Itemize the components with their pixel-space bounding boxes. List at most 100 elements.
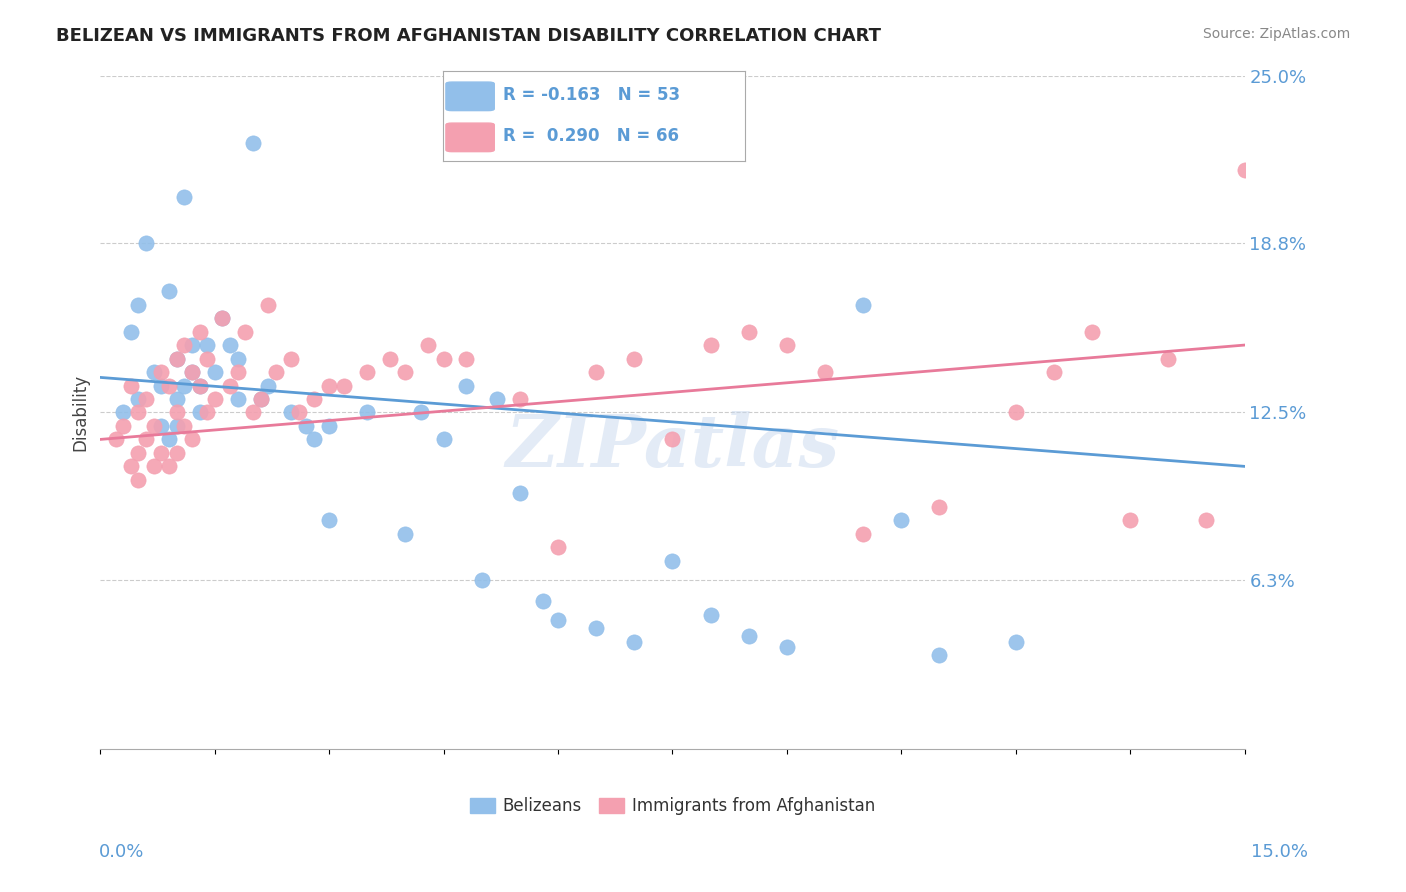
Point xyxy=(547,540,569,554)
FancyBboxPatch shape xyxy=(446,82,495,111)
Point xyxy=(219,338,242,352)
Point xyxy=(242,136,264,150)
Point xyxy=(135,433,157,447)
Point xyxy=(157,284,180,298)
Point xyxy=(127,446,149,460)
Point xyxy=(150,446,173,460)
Point xyxy=(150,365,173,379)
Point xyxy=(485,392,508,406)
Point xyxy=(264,365,287,379)
Point xyxy=(433,351,456,366)
Point xyxy=(1043,365,1066,379)
Point xyxy=(1081,325,1104,339)
Point xyxy=(150,419,173,434)
Point xyxy=(776,338,799,352)
Point xyxy=(456,351,478,366)
Point xyxy=(928,648,950,662)
Point xyxy=(661,433,683,447)
Point xyxy=(173,419,195,434)
Point xyxy=(531,594,554,608)
Point xyxy=(127,405,149,419)
Point xyxy=(394,526,416,541)
Point xyxy=(135,392,157,406)
Point xyxy=(135,235,157,250)
Legend: Belizeans, Immigrants from Afghanistan: Belizeans, Immigrants from Afghanistan xyxy=(463,790,882,822)
Point xyxy=(188,378,211,392)
Point xyxy=(738,325,761,339)
Point xyxy=(120,459,142,474)
Point xyxy=(166,351,188,366)
Point xyxy=(226,365,249,379)
Point xyxy=(1119,513,1142,527)
Point xyxy=(166,419,188,434)
Point xyxy=(188,325,211,339)
Point xyxy=(1271,459,1294,474)
Point xyxy=(509,392,531,406)
Point xyxy=(112,419,135,434)
Point xyxy=(211,311,233,326)
Point xyxy=(166,405,188,419)
Point xyxy=(112,405,135,419)
Point xyxy=(173,378,195,392)
Point xyxy=(180,433,202,447)
Point xyxy=(814,365,837,379)
Point xyxy=(356,365,378,379)
Point xyxy=(180,365,202,379)
Point xyxy=(890,513,912,527)
Point xyxy=(127,392,149,406)
Point xyxy=(295,419,318,434)
Point xyxy=(195,405,218,419)
Point xyxy=(226,392,249,406)
Point xyxy=(509,486,531,500)
Point xyxy=(333,378,356,392)
Point xyxy=(623,351,645,366)
Point xyxy=(738,629,761,643)
Point xyxy=(1004,634,1026,648)
Point xyxy=(661,554,683,568)
Point xyxy=(180,365,202,379)
Text: 0.0%: 0.0% xyxy=(98,843,143,861)
Point xyxy=(173,338,195,352)
Point xyxy=(433,433,456,447)
Point xyxy=(302,392,325,406)
Point xyxy=(188,378,211,392)
Point xyxy=(623,634,645,648)
Y-axis label: Disability: Disability xyxy=(72,374,89,451)
Point xyxy=(257,378,280,392)
Point xyxy=(204,365,226,379)
Point xyxy=(1157,351,1180,366)
Point xyxy=(585,621,607,635)
Point xyxy=(928,500,950,514)
Text: R = -0.163   N = 53: R = -0.163 N = 53 xyxy=(503,87,681,104)
Point xyxy=(1195,513,1218,527)
Point xyxy=(142,419,165,434)
Point xyxy=(204,392,226,406)
Point xyxy=(547,613,569,627)
Point xyxy=(318,513,340,527)
Point xyxy=(280,351,302,366)
Point xyxy=(166,392,188,406)
Point xyxy=(1004,405,1026,419)
Point xyxy=(302,433,325,447)
Point xyxy=(852,526,875,541)
Point xyxy=(166,351,188,366)
Text: Source: ZipAtlas.com: Source: ZipAtlas.com xyxy=(1202,27,1350,41)
Point xyxy=(318,378,340,392)
Point xyxy=(699,338,721,352)
Point xyxy=(166,446,188,460)
Point xyxy=(157,433,180,447)
Point xyxy=(150,378,173,392)
Point xyxy=(409,405,432,419)
Point xyxy=(195,351,218,366)
Point xyxy=(127,473,149,487)
Point xyxy=(380,351,402,366)
Point xyxy=(219,378,242,392)
Point xyxy=(852,298,875,312)
Point xyxy=(471,573,494,587)
FancyBboxPatch shape xyxy=(446,123,495,152)
Text: 15.0%: 15.0% xyxy=(1250,843,1308,861)
Point xyxy=(287,405,309,419)
Point xyxy=(157,378,180,392)
Point xyxy=(195,338,218,352)
Point xyxy=(456,378,478,392)
